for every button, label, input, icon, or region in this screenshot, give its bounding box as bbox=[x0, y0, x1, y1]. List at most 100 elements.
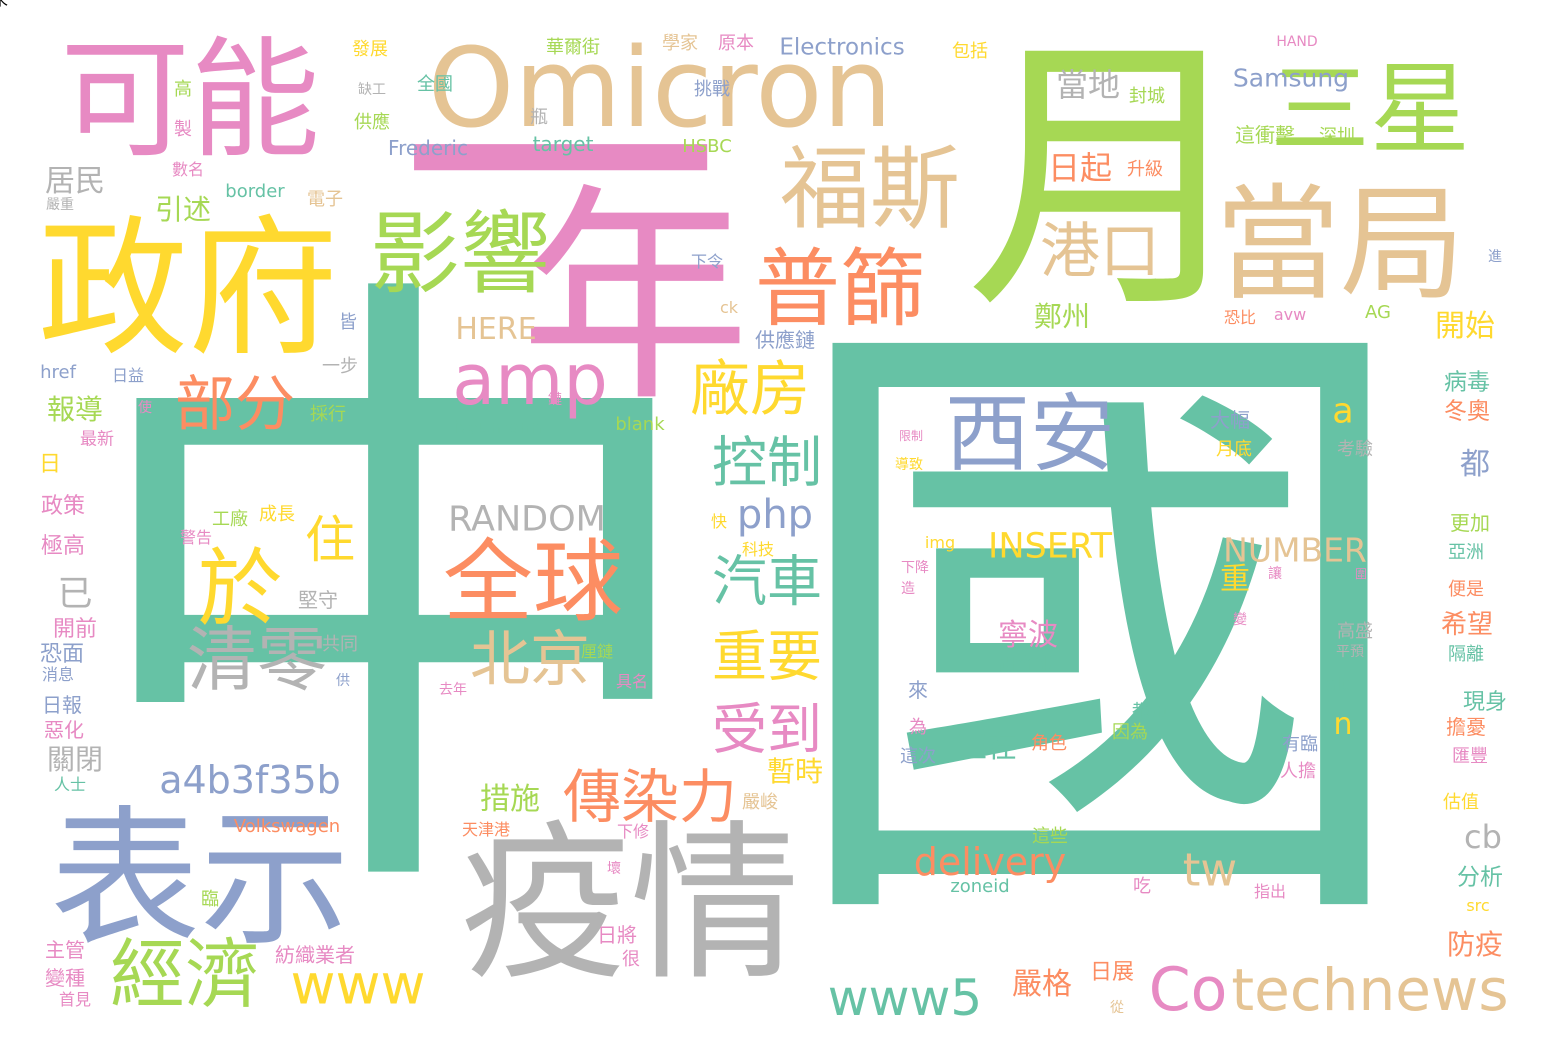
cloud-word: 吃 bbox=[1133, 876, 1151, 897]
cloud-word: 下降 bbox=[901, 560, 929, 576]
cloud-word: 傳染力 bbox=[562, 763, 738, 831]
cloud-word: 寧波 bbox=[998, 618, 1058, 653]
cloud-word: HERE bbox=[455, 312, 537, 347]
cloud-word: 使 bbox=[138, 400, 152, 416]
cloud-word: 鏈 bbox=[548, 392, 562, 408]
cloud-word: 下修 bbox=[616, 822, 650, 841]
cloud-word: 中 bbox=[75, 227, 715, 972]
cloud-word: 嚴重 bbox=[46, 197, 74, 213]
cloud-word: 日起 bbox=[1047, 149, 1113, 187]
cloud-word: Samsung bbox=[1232, 63, 1350, 93]
cloud-word: Omicron bbox=[427, 24, 893, 152]
cloud-word: 變種 bbox=[45, 966, 85, 990]
cloud-word: 當地 bbox=[1055, 66, 1121, 104]
cloud-word: 供應 bbox=[354, 112, 390, 133]
cloud-word: php bbox=[736, 492, 814, 538]
cloud-word: 擔憂 bbox=[1446, 715, 1486, 739]
cloud-word: 病毒 bbox=[1444, 369, 1490, 396]
cloud-word: 平預 bbox=[1336, 644, 1364, 660]
cloud-word: 普篩 bbox=[754, 240, 926, 340]
cloud-word: 重 bbox=[1220, 562, 1250, 597]
cloud-word: 希望 bbox=[1440, 610, 1494, 640]
cloud-word: HSBC bbox=[682, 136, 732, 157]
cloud-word: 供 bbox=[336, 673, 350, 689]
cloud-word: img bbox=[924, 533, 956, 552]
cloud-word: Frederic bbox=[388, 136, 468, 160]
cloud-word: 很 bbox=[622, 949, 640, 970]
cloud-word: 皆 bbox=[339, 312, 357, 333]
cloud-word: 挑戰 bbox=[694, 79, 730, 100]
cloud-word: www bbox=[290, 952, 426, 1017]
cloud-word: Neumann bbox=[454, 417, 542, 438]
cloud-word: 開始 bbox=[1435, 309, 1495, 344]
cloud-word: 研究部 bbox=[998, 654, 1052, 675]
cloud-word: 限制 bbox=[898, 429, 924, 443]
cloud-word: target bbox=[532, 132, 594, 156]
cloud-word: n bbox=[1333, 707, 1353, 742]
cloud-word: 暫時 bbox=[766, 755, 824, 788]
cloud-word: 日將 bbox=[597, 923, 637, 947]
cloud-word: 供應鏈 bbox=[755, 328, 815, 352]
cloud-word: www5 bbox=[827, 969, 983, 1027]
cloud-word: 都 bbox=[1460, 447, 1490, 482]
cloud-word: 成長 bbox=[259, 504, 295, 525]
cloud-word: 報導 bbox=[46, 393, 104, 426]
cloud-word: 紡織業者 bbox=[275, 943, 355, 967]
cloud-word: src bbox=[1466, 896, 1490, 915]
cloud-word: 政府 bbox=[37, 203, 339, 377]
cloud-word: 關閉 bbox=[46, 743, 104, 776]
cloud-word: tw bbox=[1182, 843, 1238, 897]
cloud-word: 快 bbox=[710, 512, 728, 531]
cloud-word: 已 bbox=[57, 574, 93, 615]
cloud-word: 缺工 bbox=[358, 82, 386, 98]
cloud-word: 發展 bbox=[352, 39, 388, 60]
cloud-word: 汽車 bbox=[711, 549, 823, 614]
cloud-word: 角色 bbox=[1031, 733, 1067, 754]
cloud-word: 造 bbox=[901, 581, 915, 597]
cloud-word: 深圳 bbox=[1319, 126, 1355, 147]
cloud-word: INSERT bbox=[988, 526, 1112, 567]
cloud-word: 有臨 bbox=[1282, 734, 1318, 755]
cloud-word: 全國 bbox=[417, 74, 453, 95]
cloud-word: 具名 bbox=[615, 672, 649, 691]
cloud-word: technews bbox=[1231, 956, 1509, 1024]
cloud-word: 月 bbox=[965, 11, 1255, 348]
cloud-word: ck bbox=[719, 298, 739, 317]
cloud-word: AG bbox=[1365, 302, 1391, 323]
cloud-word: 這些 bbox=[1032, 826, 1068, 847]
cloud-word: 天津港 bbox=[461, 820, 511, 839]
cloud-word: 分析 bbox=[1457, 864, 1503, 891]
cloud-word: 去年 bbox=[439, 682, 467, 698]
cloud-word: 科技 bbox=[741, 540, 775, 559]
cloud-word: 因為 bbox=[1112, 722, 1148, 743]
cloud-word: 首見 bbox=[58, 990, 92, 1009]
cloud-word: 影響 bbox=[370, 202, 550, 307]
cloud-word: 堅守 bbox=[298, 588, 338, 612]
cloud-word: 考驗 bbox=[1337, 439, 1373, 460]
cloud-word: href bbox=[40, 362, 76, 383]
cloud-word: 一步 bbox=[322, 356, 358, 377]
cloud-word: 匯豐 bbox=[1452, 746, 1488, 767]
cloud-word: 控制 bbox=[711, 430, 823, 495]
cloud-word: 嚴峻 bbox=[742, 792, 778, 813]
cloud-word: 清零 bbox=[187, 619, 327, 701]
cloud-word: 主管 bbox=[45, 938, 85, 962]
cloud-word: 重要 bbox=[711, 624, 823, 689]
cloud-word: 學家 bbox=[662, 33, 698, 54]
cloud-word: 引述 bbox=[154, 193, 212, 226]
cloud-word: 三星 bbox=[1270, 51, 1470, 168]
cloud-word: 採行 bbox=[310, 404, 346, 425]
cloud-word: 措施 bbox=[480, 782, 540, 817]
cloud-word: 月底 bbox=[1216, 439, 1252, 460]
cloud-word: 下令 bbox=[690, 252, 724, 271]
cloud-word: 臨 bbox=[201, 889, 219, 910]
cloud-word: 全球 bbox=[443, 530, 623, 635]
cloud-word: border bbox=[225, 181, 285, 202]
cloud-word: 居民 bbox=[45, 164, 105, 199]
cloud-word: 封城 bbox=[1129, 86, 1165, 107]
cloud-word: a bbox=[1332, 391, 1354, 432]
cloud-word: 厘鏈 bbox=[580, 642, 614, 661]
cloud-word: 警告 bbox=[179, 528, 213, 547]
cloud-word: 估值 bbox=[1443, 792, 1479, 813]
